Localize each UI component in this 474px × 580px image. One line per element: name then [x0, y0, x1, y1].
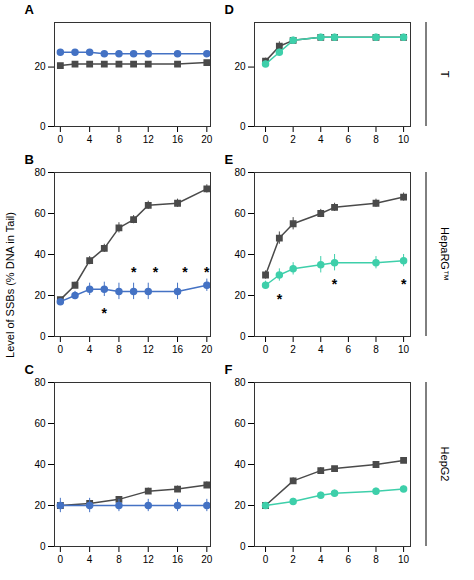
- svg-text:8: 8: [116, 554, 122, 565]
- svg-text:40: 40: [234, 249, 246, 260]
- svg-text:16: 16: [172, 344, 184, 355]
- svg-text:*: *: [153, 264, 159, 280]
- svg-text:20: 20: [34, 290, 46, 301]
- svg-text:8: 8: [373, 134, 379, 145]
- svg-text:E: E: [225, 152, 234, 167]
- svg-text:8: 8: [116, 134, 122, 145]
- svg-text:16: 16: [172, 134, 184, 145]
- svg-text:F: F: [225, 362, 233, 377]
- svg-text:6: 6: [346, 134, 352, 145]
- svg-text:A: A: [25, 2, 35, 17]
- svg-text:20: 20: [34, 61, 46, 72]
- svg-text:80: 80: [234, 377, 246, 388]
- svg-text:*: *: [131, 264, 137, 280]
- svg-text:4: 4: [87, 344, 93, 355]
- svg-text:8: 8: [373, 344, 379, 355]
- svg-text:0: 0: [40, 541, 46, 552]
- svg-text:20: 20: [34, 500, 46, 511]
- svg-text:2: 2: [290, 344, 296, 355]
- svg-text:40: 40: [34, 249, 46, 260]
- svg-text:2: 2: [290, 134, 296, 145]
- svg-text:20: 20: [201, 134, 213, 145]
- svg-text:*: *: [277, 291, 283, 307]
- svg-text:80: 80: [34, 377, 46, 388]
- svg-text:20: 20: [201, 554, 213, 565]
- svg-text:0: 0: [263, 344, 269, 355]
- svg-text:60: 60: [34, 418, 46, 429]
- svg-text:*: *: [332, 276, 338, 292]
- svg-text:40: 40: [234, 459, 246, 470]
- svg-text:40: 40: [34, 459, 46, 470]
- svg-text:60: 60: [234, 208, 246, 219]
- svg-text:0: 0: [263, 134, 269, 145]
- svg-text:*: *: [401, 276, 407, 292]
- svg-text:6: 6: [346, 554, 352, 565]
- svg-text:D: D: [225, 2, 234, 17]
- svg-text:4: 4: [87, 134, 93, 145]
- svg-text:0: 0: [240, 541, 246, 552]
- svg-text:HepG2: HepG2: [439, 447, 451, 482]
- svg-text:8: 8: [373, 554, 379, 565]
- svg-text:20: 20: [201, 344, 213, 355]
- svg-text:80: 80: [234, 167, 246, 178]
- svg-text:4: 4: [318, 134, 324, 145]
- svg-text:C: C: [25, 362, 35, 377]
- svg-text:0: 0: [58, 554, 64, 565]
- html-text:Level of SSBs (% DNA in Tail): Level of SSBs (% DNA in Tail): [4, 212, 16, 358]
- svg-text:10: 10: [398, 344, 410, 355]
- svg-text:0: 0: [58, 344, 64, 355]
- svg-text:12: 12: [143, 344, 155, 355]
- svg-text:20: 20: [234, 61, 246, 72]
- svg-text:0: 0: [40, 121, 46, 132]
- svg-text:4: 4: [318, 554, 324, 565]
- svg-text:80: 80: [34, 167, 46, 178]
- svg-text:4: 4: [318, 344, 324, 355]
- svg-text:60: 60: [34, 208, 46, 219]
- svg-text:T: T: [439, 71, 451, 78]
- svg-text:2: 2: [290, 554, 296, 565]
- svg-text:HepaRG™: HepaRG™: [439, 227, 451, 281]
- svg-text:*: *: [102, 305, 108, 321]
- svg-text:10: 10: [398, 134, 410, 145]
- svg-text:B: B: [25, 152, 34, 167]
- svg-text:8: 8: [116, 344, 122, 355]
- svg-text:0: 0: [240, 331, 246, 342]
- svg-text:6: 6: [346, 344, 352, 355]
- svg-text:*: *: [204, 264, 210, 280]
- svg-text:12: 12: [143, 554, 155, 565]
- svg-text:0: 0: [40, 331, 46, 342]
- svg-text:12: 12: [143, 134, 155, 145]
- svg-text:20: 20: [234, 500, 246, 511]
- svg-text:*: *: [182, 264, 188, 280]
- svg-text:4: 4: [87, 554, 93, 565]
- svg-text:0: 0: [240, 121, 246, 132]
- svg-text:20: 20: [234, 290, 246, 301]
- svg-text:60: 60: [234, 418, 246, 429]
- svg-text:0: 0: [58, 134, 64, 145]
- svg-text:16: 16: [172, 554, 184, 565]
- svg-text:10: 10: [398, 554, 410, 565]
- svg-text:0: 0: [263, 554, 269, 565]
